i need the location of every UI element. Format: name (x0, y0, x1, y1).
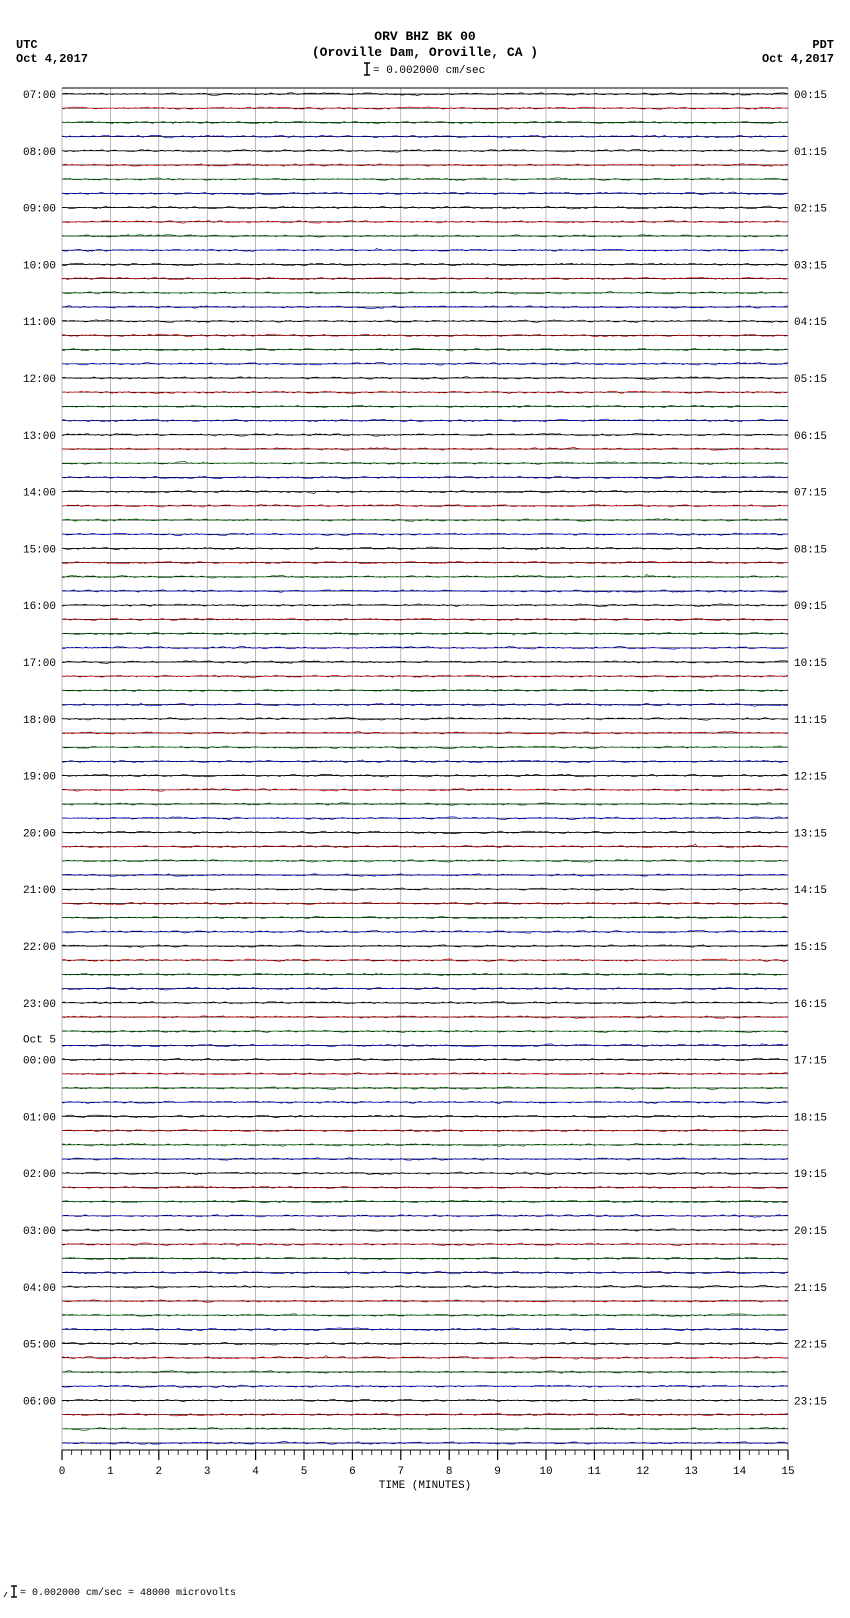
xtick-label: 2 (155, 1466, 162, 1478)
left-time-label: 00:00 (23, 1056, 56, 1068)
left-time-label: 13:00 (23, 431, 56, 443)
right-time-label: 10:15 (794, 658, 827, 670)
left-time-label: 21:00 (23, 885, 56, 897)
right-time-label: 23:15 (794, 1396, 827, 1408)
left-time-label: 18:00 (23, 715, 56, 727)
left-time-label: 19:00 (23, 772, 56, 784)
xtick-label: 3 (204, 1466, 211, 1478)
xtick-label: 12 (636, 1466, 649, 1478)
xtick-label: 14 (733, 1466, 747, 1478)
seismogram-plot: ORV BHZ BK 00(Oroville Dam, Oroville, CA… (0, 0, 850, 1613)
left-time-label: 12:00 (23, 374, 56, 386)
right-time-label: 03:15 (794, 260, 827, 272)
right-time-label: 15:15 (794, 942, 827, 954)
left-tz: UTC (16, 38, 38, 52)
left-time-label: 03:00 (23, 1226, 56, 1238)
right-time-label: 21:15 (794, 1283, 827, 1295)
left-time-label: 10:00 (23, 260, 56, 272)
right-tz: PDT (812, 38, 834, 52)
left-time-label: Oct 5 (23, 1034, 56, 1046)
xtick-label: 8 (446, 1466, 453, 1478)
xtick-label: 11 (588, 1466, 602, 1478)
right-time-label: 22:15 (794, 1340, 827, 1352)
right-time-label: 07:15 (794, 488, 827, 500)
xtick-label: 5 (301, 1466, 308, 1478)
left-time-label: 17:00 (23, 658, 56, 670)
xtick-label: 7 (397, 1466, 404, 1478)
left-time-label: 06:00 (23, 1396, 56, 1408)
left-time-label: 11:00 (23, 317, 56, 329)
right-time-label: 18:15 (794, 1112, 827, 1124)
right-time-label: 09:15 (794, 601, 827, 613)
right-time-label: 17:15 (794, 1056, 827, 1068)
left-time-label: 09:00 (23, 204, 56, 216)
right-time-label: 00:15 (794, 90, 827, 102)
left-time-label: 08:00 (23, 147, 56, 159)
xtick-label: 6 (349, 1466, 356, 1478)
right-time-label: 12:15 (794, 772, 827, 784)
right-time-label: 04:15 (794, 317, 827, 329)
xaxis-label: TIME (MINUTES) (379, 1480, 471, 1492)
xtick-label: 9 (494, 1466, 501, 1478)
left-time-label: 02:00 (23, 1169, 56, 1181)
right-time-label: 14:15 (794, 885, 827, 897)
right-time-label: 16:15 (794, 999, 827, 1011)
right-time-label: 08:15 (794, 544, 827, 556)
left-time-label: 01:00 (23, 1112, 56, 1124)
xtick-label: 13 (685, 1466, 698, 1478)
right-time-label: 19:15 (794, 1169, 827, 1181)
right-time-label: 01:15 (794, 147, 827, 159)
xtick-label: 0 (59, 1466, 66, 1478)
xtick-label: 4 (252, 1466, 259, 1478)
right-time-label: 13:15 (794, 828, 827, 840)
right-time-label: 02:15 (794, 204, 827, 216)
xtick-label: 10 (539, 1466, 552, 1478)
right-time-label: 06:15 (794, 431, 827, 443)
scale-text: = 0.002000 cm/sec (373, 65, 485, 77)
right-time-label: 11:15 (794, 715, 827, 727)
left-date: Oct 4,2017 (16, 52, 88, 66)
title-line1: ORV BHZ BK 00 (374, 29, 476, 44)
left-time-label: 04:00 (23, 1283, 56, 1295)
right-date: Oct 4,2017 (762, 52, 834, 66)
left-time-label: 22:00 (23, 942, 56, 954)
footer-scale-text: = 0.002000 cm/sec = 48000 microvolts (20, 1587, 236, 1599)
left-time-label: 07:00 (23, 90, 56, 102)
xtick-label: 15 (781, 1466, 794, 1478)
left-time-label: 20:00 (23, 828, 56, 840)
right-time-label: 05:15 (794, 374, 827, 386)
seismogram-svg: ORV BHZ BK 00(Oroville Dam, Oroville, CA… (0, 0, 850, 1613)
title-line2: (Oroville Dam, Oroville, CA ) (312, 45, 538, 60)
left-time-label: 16:00 (23, 601, 56, 613)
xtick-label: 1 (107, 1466, 114, 1478)
left-time-label: 23:00 (23, 999, 56, 1011)
left-time-label: 14:00 (23, 488, 56, 500)
right-time-label: 20:15 (794, 1226, 827, 1238)
left-time-label: 15:00 (23, 544, 56, 556)
left-time-label: 05:00 (23, 1340, 56, 1352)
